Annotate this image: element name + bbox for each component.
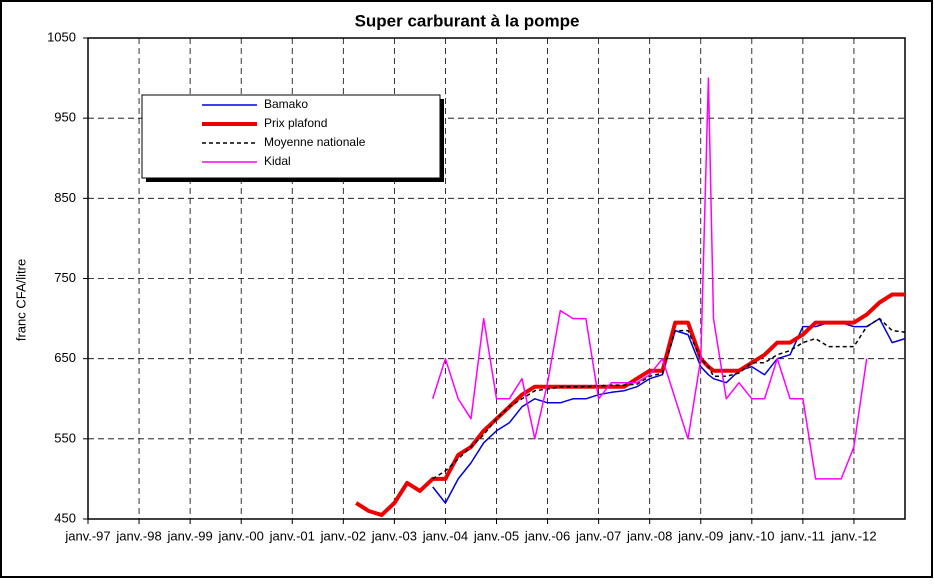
x-tick-label: janv.-00	[218, 528, 264, 543]
y-tick-label: 750	[54, 270, 76, 285]
y-tick-label: 650	[54, 350, 76, 365]
x-tick-label: janv.-12	[830, 528, 876, 543]
legend-label: Prix plafond	[264, 116, 327, 130]
y-tick-label: 850	[54, 190, 76, 205]
x-tick-label: janv.-02	[320, 528, 366, 543]
y-tick-label: 450	[54, 510, 76, 525]
y-axis-label: franc CFA/litre	[13, 259, 28, 341]
x-tick-label: janv.-10	[728, 528, 774, 543]
legend: Bamako Prix plafond Moyenne nationale Kidal	[141, 94, 441, 179]
series-line	[355, 292, 905, 517]
legend-label: Kidal	[264, 154, 291, 168]
x-tick-label: janv.-06	[524, 528, 570, 543]
x-tick-label: janv.-07	[575, 528, 621, 543]
legend-box	[141, 94, 441, 179]
x-tick-label: janv.-11	[780, 528, 825, 543]
x-tick-label: janv.-01	[269, 528, 315, 543]
x-tick-label: janv.-04	[422, 528, 468, 543]
series-line	[432, 317, 906, 480]
x-tick-label: janv.-05	[473, 528, 519, 543]
series-line	[431, 77, 868, 480]
chart-title: Super carburant à la pompe	[355, 11, 580, 30]
x-tick-label: janv.-99	[166, 528, 212, 543]
legend-label: Moyenne nationale	[264, 135, 366, 149]
y-tick-label: 550	[54, 430, 76, 445]
x-tick-label: janv.-09	[677, 528, 723, 543]
x-tick-label: janv.-98	[115, 528, 161, 543]
y-tick-label: 1050	[47, 29, 76, 44]
x-tick-label: janv.-03	[371, 528, 417, 543]
legend-label: Bamako	[264, 97, 308, 111]
x-tick-label: janv.-08	[626, 528, 672, 543]
x-tick-label: janv.-97	[64, 528, 110, 543]
y-tick-label: 950	[54, 110, 76, 125]
